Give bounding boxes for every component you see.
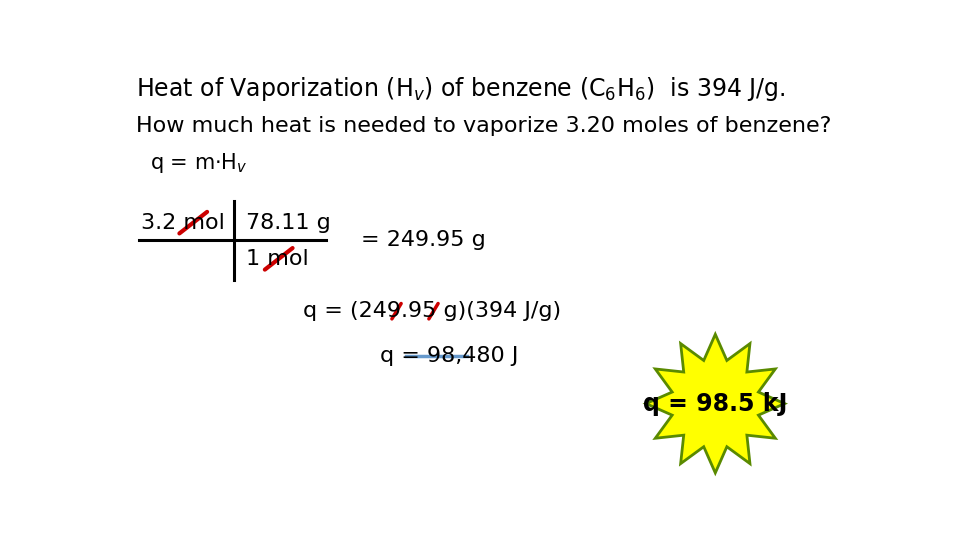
Text: = 249.95 g: = 249.95 g — [361, 231, 486, 251]
Text: q = (249.95 g)(394 J/g): q = (249.95 g)(394 J/g) — [303, 301, 562, 321]
Text: q = 98.5 kJ: q = 98.5 kJ — [643, 392, 787, 416]
Text: q = 98,480 J: q = 98,480 J — [380, 346, 518, 366]
Text: Heat of Vaporization (H$_v$) of benzene (C$_6$H$_6$)  is 394 J/g.: Heat of Vaporization (H$_v$) of benzene … — [136, 76, 785, 104]
Text: 3.2 mol: 3.2 mol — [141, 213, 225, 233]
Text: 1 mol: 1 mol — [246, 249, 308, 269]
Text: How much heat is needed to vaporize 3.20 moles of benzene?: How much heat is needed to vaporize 3.20… — [136, 117, 831, 137]
Text: 78.11 g: 78.11 g — [246, 213, 330, 233]
Polygon shape — [646, 334, 784, 473]
Text: q = m$\cdot$H$_v$: q = m$\cdot$H$_v$ — [150, 151, 248, 176]
